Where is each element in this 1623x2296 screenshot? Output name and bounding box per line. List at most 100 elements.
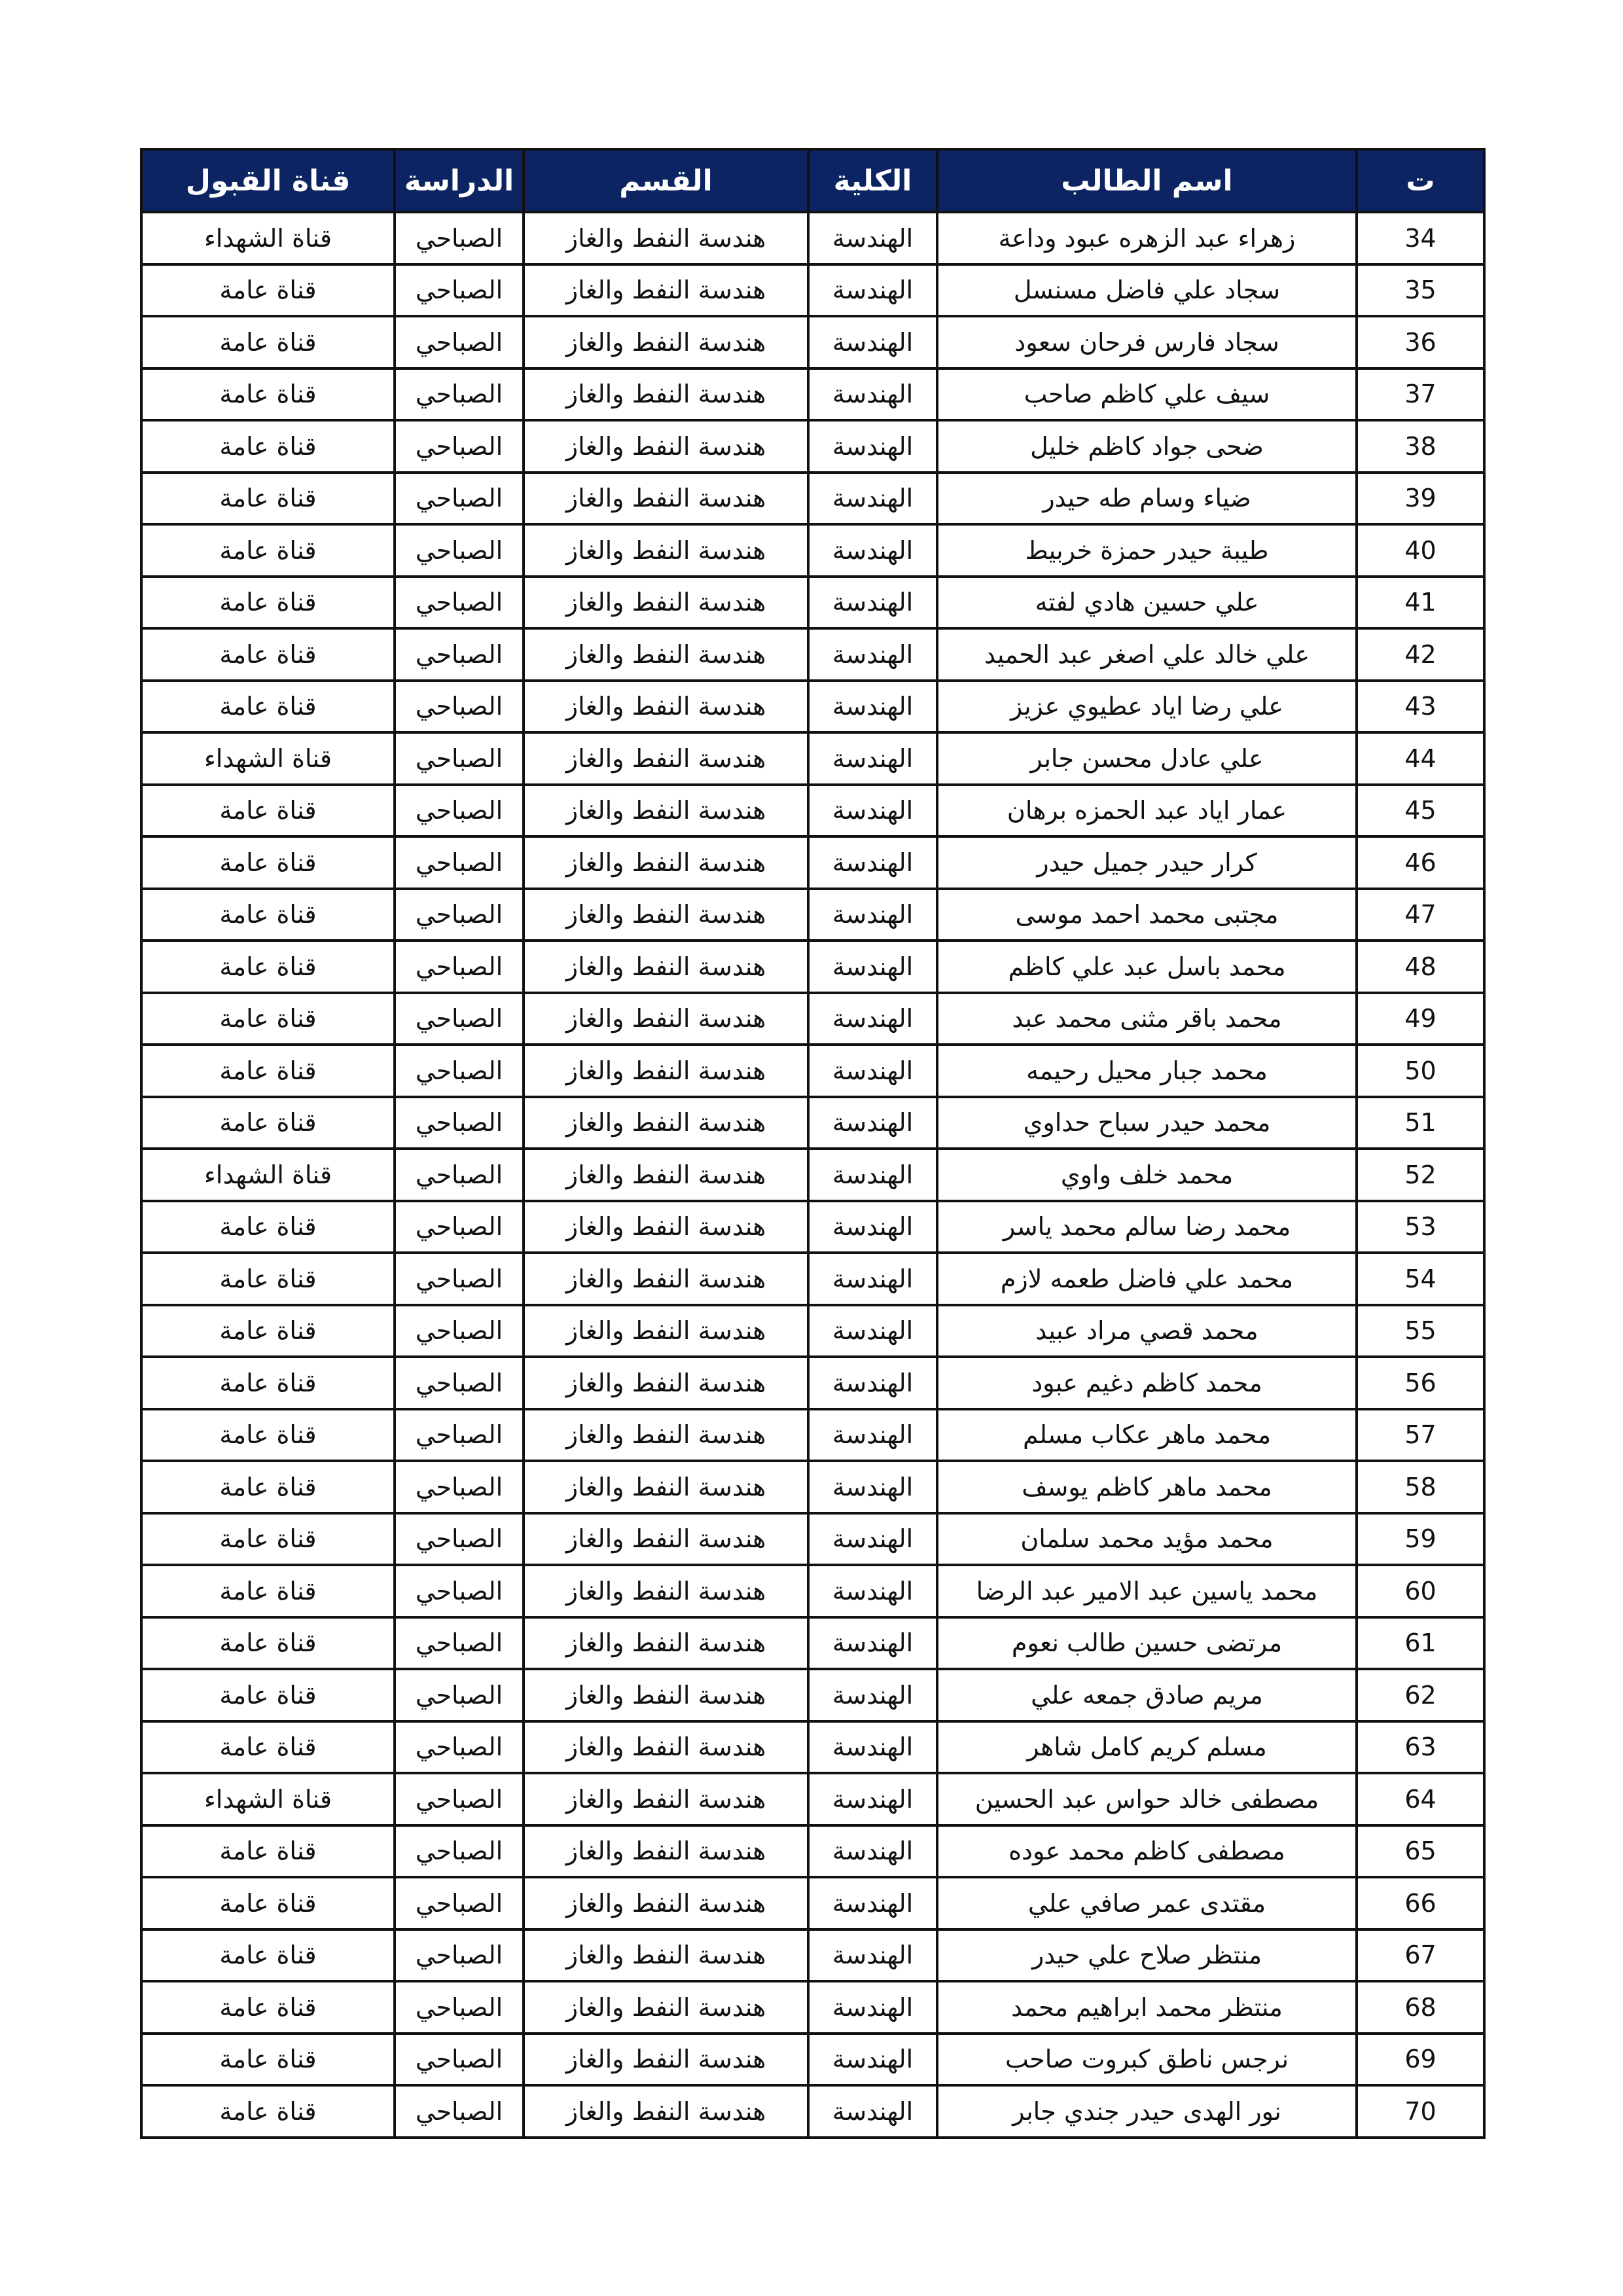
cell-college: الهندسة bbox=[807, 1564, 938, 1619]
cell-channel: قناة عامة bbox=[140, 1043, 396, 1098]
table-row: 47 مجتبى محمد احمد موسى الهندسة هندسة النفط… bbox=[140, 887, 1486, 942]
cell-college: الهندسة bbox=[807, 939, 938, 994]
cell-name: طيبة حيدر حمزة خربيط bbox=[936, 523, 1358, 578]
cell-channel: قناة عامة bbox=[140, 991, 396, 1046]
cell-num: 49 bbox=[1355, 991, 1486, 1046]
cell-department: هندسة النفط والغاز bbox=[522, 991, 810, 1046]
cell-channel: قناة عامة bbox=[140, 679, 396, 734]
cell-num: 66 bbox=[1355, 1876, 1486, 1931]
cell-name: سيف علي كاظم صاحب bbox=[936, 367, 1358, 422]
cell-channel: قناة عامة bbox=[140, 1668, 396, 1723]
cell-channel: قناة عامة bbox=[140, 2032, 396, 2087]
cell-channel: قناة عامة bbox=[140, 1564, 396, 1619]
cell-department: هندسة النفط والغاز bbox=[522, 1147, 810, 1202]
cell-college: الهندسة bbox=[807, 262, 938, 317]
cell-department: هندسة النفط والغاز bbox=[522, 835, 810, 890]
cell-num: 68 bbox=[1355, 1980, 1486, 2035]
cell-department: هندسة النفط والغاز bbox=[522, 887, 810, 942]
cell-name: مسلم كريم كامل شاهر bbox=[936, 1719, 1358, 1774]
cell-study: الصباحي bbox=[393, 679, 525, 734]
table-row: 59 محمد مؤيد محمد سلمان الهندسة هندسة النفط… bbox=[140, 1511, 1486, 1566]
table-body: 34 زهراء عبد الزهره عبود وداعة الهندسة هندس… bbox=[140, 211, 1486, 2139]
cell-channel: قناة الشهداء bbox=[140, 1147, 396, 1202]
cell-college: الهندسة bbox=[807, 1460, 938, 1515]
cell-college: الهندسة bbox=[807, 679, 938, 734]
cell-department: هندسة النفط والغاز bbox=[522, 1355, 810, 1410]
table-row: 40 طيبة حيدر حمزة خربيط الهندسة هندسة النفط… bbox=[140, 523, 1486, 578]
cell-college: الهندسة bbox=[807, 1772, 938, 1827]
cell-study: الصباحي bbox=[393, 262, 525, 317]
cell-department: هندسة النفط والغاز bbox=[522, 939, 810, 994]
cell-channel: قناة عامة bbox=[140, 523, 396, 578]
cell-name: علي خالد علي اصغر عبد الحميد bbox=[936, 627, 1358, 682]
cell-study: الصباحي bbox=[393, 2084, 525, 2139]
cell-name: علي عادل محسن جابر bbox=[936, 731, 1358, 786]
cell-study: الصباحي bbox=[393, 1460, 525, 1515]
table-row: 38 ضحى جواد كاظم خليل الهندسة هندسة النفط و… bbox=[140, 419, 1486, 474]
table-row: 45 عمار اياد عبد الحمزه برهان الهندسة هندسة… bbox=[140, 783, 1486, 838]
cell-college: الهندسة bbox=[807, 1876, 938, 1931]
table-row: 53 محمد رضا سالم محمد ياسر الهندسة هندسة ال… bbox=[140, 1199, 1486, 1254]
table-row: 36 سجاد فارس فرحان سعود الهندسة هندسة النفط… bbox=[140, 315, 1486, 370]
cell-channel: قناة عامة bbox=[140, 419, 396, 474]
cell-name: محمد باسل عبد علي كاظم bbox=[936, 939, 1358, 994]
cell-name: محمد ماهر كاظم يوسف bbox=[936, 1460, 1358, 1515]
cell-department: هندسة النفط والغاز bbox=[522, 1980, 810, 2035]
cell-channel: قناة عامة bbox=[140, 2084, 396, 2139]
cell-study: الصباحي bbox=[393, 1980, 525, 2035]
cell-college: الهندسة bbox=[807, 1251, 938, 1306]
table-row: 44 علي عادل محسن جابر الهندسة هندسة النفط و… bbox=[140, 731, 1486, 786]
cell-num: 38 bbox=[1355, 419, 1486, 474]
cell-name: ضياء وسام طه حيدر bbox=[936, 471, 1358, 526]
table-row: 50 محمد جبار محيل رحيمه الهندسة هندسة النفط… bbox=[140, 1043, 1486, 1098]
cell-channel: قناة عامة bbox=[140, 1407, 396, 1462]
cell-study: الصباحي bbox=[393, 1303, 525, 1358]
table-row: 66 مقتدى عمر صافي علي الهندسة هندسة النفط و… bbox=[140, 1876, 1486, 1931]
cell-channel: قناة عامة bbox=[140, 939, 396, 994]
cell-channel: قناة عامة bbox=[140, 1460, 396, 1515]
cell-department: هندسة النفط والغاز bbox=[522, 315, 810, 370]
cell-study: الصباحي bbox=[393, 1615, 525, 1670]
cell-name: محمد مؤيد محمد سلمان bbox=[936, 1511, 1358, 1566]
table-row: 57 محمد ماهر عكاب مسلم الهندسة هندسة النفط … bbox=[140, 1407, 1486, 1462]
cell-study: الصباحي bbox=[393, 1564, 525, 1619]
table-row: 51 محمد حيدر سباح حداوي الهندسة هندسة النفط… bbox=[140, 1095, 1486, 1150]
header-department: القسم bbox=[522, 148, 810, 213]
cell-study: الصباحي bbox=[393, 939, 525, 994]
cell-department: هندسة النفط والغاز bbox=[522, 1823, 810, 1878]
cell-num: 69 bbox=[1355, 2032, 1486, 2087]
cell-name: مصطفى خالد حواس عبد الحسين bbox=[936, 1772, 1358, 1827]
cell-college: الهندسة bbox=[807, 1407, 938, 1462]
cell-college: الهندسة bbox=[807, 783, 938, 838]
table-row: 64 مصطفى خالد حواس عبد الحسين الهندسة هندسة… bbox=[140, 1772, 1486, 1827]
cell-channel: قناة الشهداء bbox=[140, 1772, 396, 1827]
cell-name: محمد رضا سالم محمد ياسر bbox=[936, 1199, 1358, 1254]
header-college: الكلية bbox=[807, 148, 938, 213]
cell-study: الصباحي bbox=[393, 1876, 525, 1931]
cell-department: هندسة النفط والغاز bbox=[522, 1043, 810, 1098]
cell-num: 65 bbox=[1355, 1823, 1486, 1878]
cell-college: الهندسة bbox=[807, 1147, 938, 1202]
cell-num: 37 bbox=[1355, 367, 1486, 422]
cell-department: هندسة النفط والغاز bbox=[522, 1460, 810, 1515]
table-row: 58 محمد ماهر كاظم يوسف الهندسة هندسة النفط … bbox=[140, 1460, 1486, 1515]
cell-study: الصباحي bbox=[393, 1928, 525, 1982]
table-row: 41 علي حسين هادي لفته الهندسة هندسة النفط و… bbox=[140, 575, 1486, 630]
cell-study: الصباحي bbox=[393, 1147, 525, 1202]
cell-channel: قناة عامة bbox=[140, 783, 396, 838]
cell-num: 35 bbox=[1355, 262, 1486, 317]
cell-name: عمار اياد عبد الحمزه برهان bbox=[936, 783, 1358, 838]
cell-college: الهندسة bbox=[807, 1199, 938, 1254]
cell-college: الهندسة bbox=[807, 1511, 938, 1566]
cell-study: الصباحي bbox=[393, 1251, 525, 1306]
cell-num: 63 bbox=[1355, 1719, 1486, 1774]
header-name: اسم الطالب bbox=[936, 148, 1358, 213]
cell-name: محمد ياسين عبد الامير عبد الرضا bbox=[936, 1564, 1358, 1619]
cell-department: هندسة النفط والغاز bbox=[522, 367, 810, 422]
cell-department: هندسة النفط والغاز bbox=[522, 1719, 810, 1774]
cell-name: علي حسين هادي لفته bbox=[936, 575, 1358, 630]
cell-channel: قناة عامة bbox=[140, 471, 396, 526]
cell-num: 47 bbox=[1355, 887, 1486, 942]
cell-department: هندسة النفط والغاز bbox=[522, 627, 810, 682]
cell-department: هندسة النفط والغاز bbox=[522, 679, 810, 734]
